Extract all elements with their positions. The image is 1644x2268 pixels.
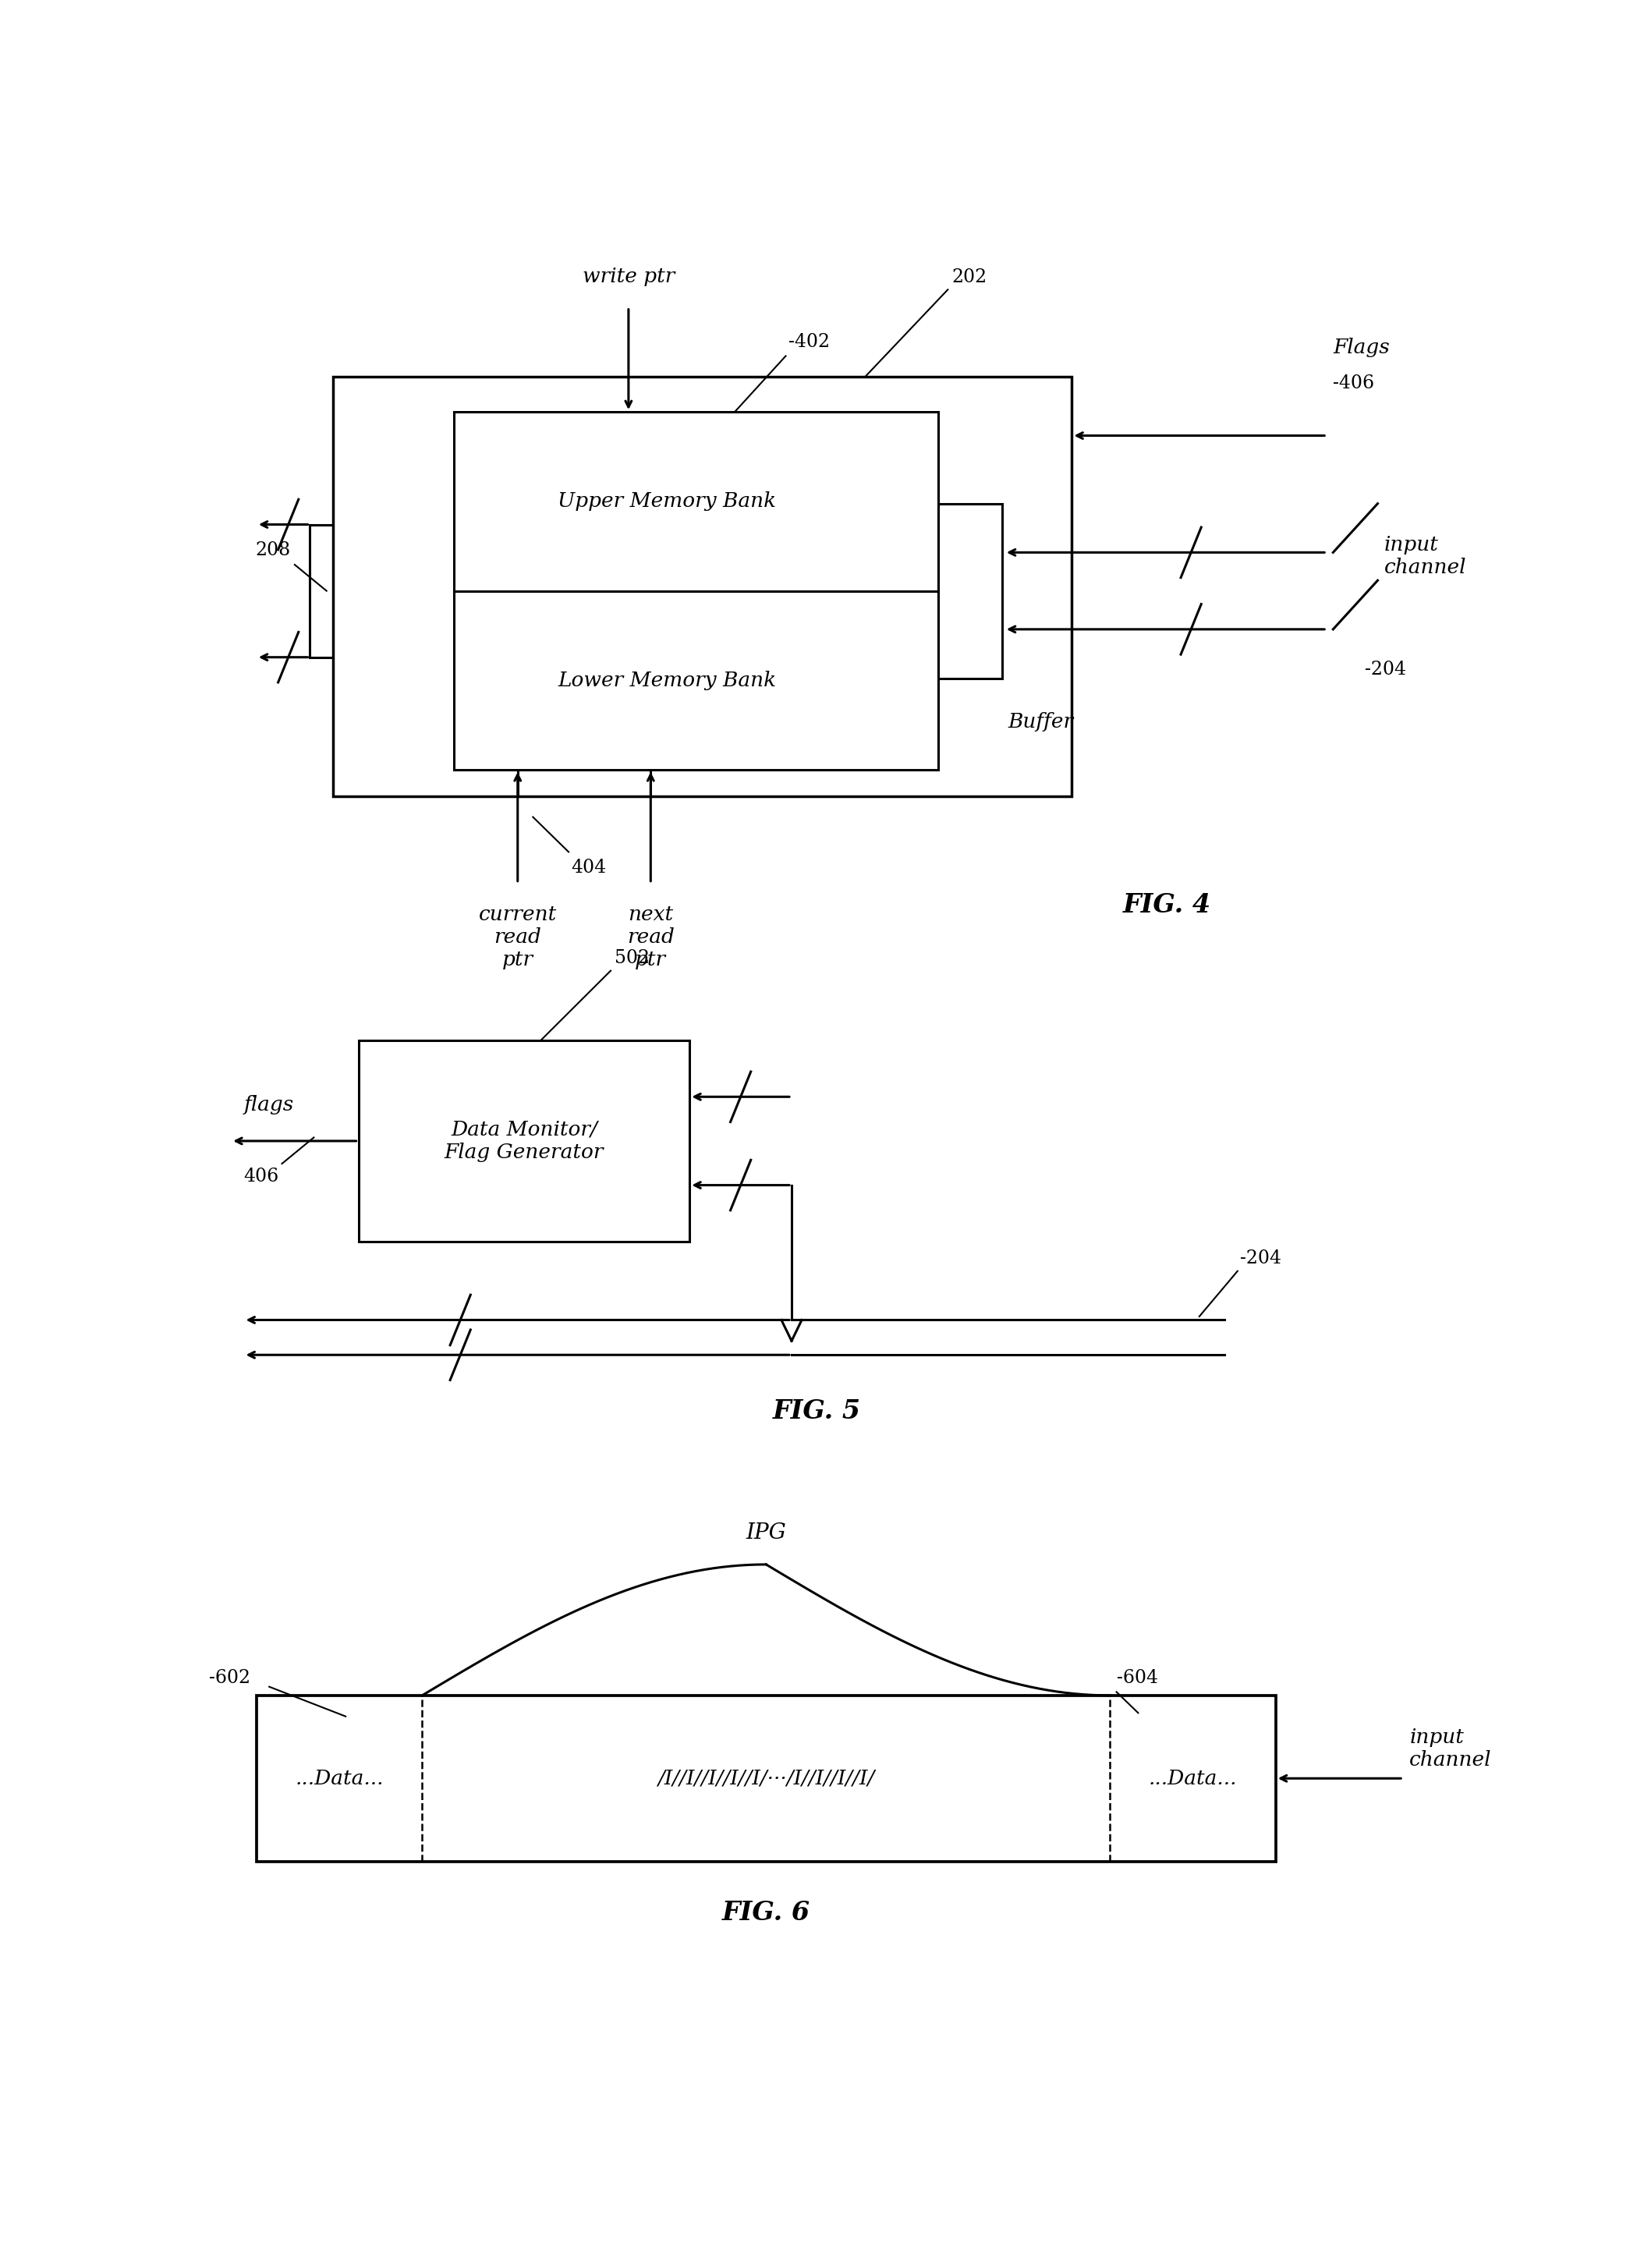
Bar [939,503,1001,678]
Text: ...Data...: ...Data... [1149,1769,1238,1787]
Text: /I//I//I//I//I/···/I//I//I//I/: /I//I//I//I//I/···/I//I//I//I/ [658,1769,875,1787]
Text: 502: 502 [615,950,649,966]
Text: FIG. 6: FIG. 6 [722,1901,810,1926]
Text: Lower Memory Bank: Lower Memory Bank [557,671,776,689]
Text: ...Data...: ...Data... [294,1769,383,1787]
Text: -204: -204 [1240,1250,1282,1268]
Bar [256,1696,1276,1862]
Text: -402: -402 [787,333,830,352]
Text: next
read
ptr: next read ptr [626,905,674,968]
Text: Upper Memory Bank: Upper Memory Bank [557,492,776,510]
Text: current
read
ptr: current read ptr [478,905,557,968]
Bar [454,413,939,769]
Text: -406: -406 [1333,374,1374,392]
Text: 404: 404 [570,860,607,878]
Text: flags: flags [243,1095,294,1116]
Text: FIG. 4: FIG. 4 [1123,891,1212,919]
Text: 406: 406 [243,1168,279,1186]
Bar [358,1041,690,1241]
Text: 202: 202 [952,268,986,286]
Text: input
channel: input channel [1384,535,1466,576]
Text: 208: 208 [255,542,291,560]
Bar [332,376,1072,796]
Text: Flags: Flags [1333,338,1389,356]
Text: Data Monitor/
Flag Generator: Data Monitor/ Flag Generator [444,1120,603,1161]
Text: -602: -602 [209,1669,250,1687]
Text: -604: -604 [1116,1669,1157,1687]
Text: input
channel: input channel [1409,1728,1491,1769]
Text: Buffer: Buffer [1008,712,1074,733]
Text: IPG: IPG [746,1522,786,1545]
Text: -204: -204 [1365,660,1406,678]
Text: write ptr: write ptr [582,268,674,286]
Text: FIG. 5: FIG. 5 [773,1399,861,1424]
